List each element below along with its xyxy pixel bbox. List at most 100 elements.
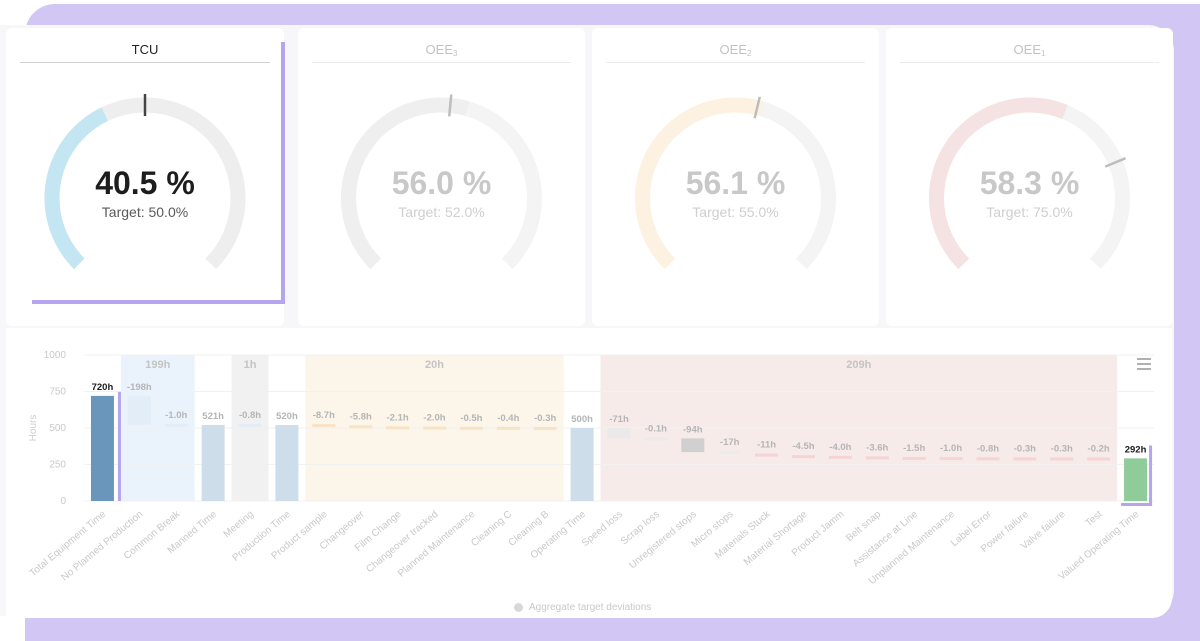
gauge-title-oee3: OEE3 — [425, 42, 458, 58]
gauge-value-arc — [929, 97, 1068, 270]
gauge-tcu — [44, 94, 246, 270]
bar-value-label: -1.0h — [940, 443, 962, 454]
waterfall-bar[interactable] — [1050, 457, 1074, 461]
gauge-value-oee2: 56.1 % — [685, 165, 786, 201]
y-tick-label: 750 — [49, 387, 66, 398]
bar-value-label: 292h — [1125, 444, 1147, 455]
waterfall-bar[interactable] — [1124, 458, 1148, 501]
bar-value-label: -5.8h — [350, 411, 372, 422]
gauge-target-marker — [753, 96, 761, 119]
waterfall-bar[interactable] — [201, 424, 225, 501]
waterfall-bar[interactable] — [939, 457, 963, 461]
group-label: 209h — [846, 359, 871, 371]
gauge-value-arc — [341, 97, 470, 270]
bar-value-label: 521h — [202, 411, 224, 422]
y-tick-label: 500 — [49, 423, 66, 434]
waterfall-bar[interactable] — [496, 426, 520, 430]
waterfall-bar[interactable] — [90, 395, 114, 501]
selected-bar-bracket — [1121, 503, 1153, 506]
waterfall-bar[interactable] — [238, 423, 262, 427]
waterfall-bar[interactable] — [902, 456, 926, 460]
gauge-value-arc — [44, 107, 109, 270]
selected-bar-bracket — [117, 391, 121, 501]
bar-value-label: -2.1h — [387, 412, 409, 423]
bar-value-label: 520h — [276, 411, 298, 422]
bar-value-label: -17h — [720, 437, 740, 448]
card-divider — [900, 62, 1159, 63]
y-tick-label: 1000 — [44, 350, 67, 361]
waterfall-bar[interactable] — [423, 426, 447, 430]
gauge-card-oee2[interactable]: OEE2 56.1 % Target: 55.0% — [592, 28, 879, 326]
gauge-card-oee1[interactable]: OEE1 58.3 % Target: 75.0% — [886, 28, 1173, 326]
waterfall-bar[interactable] — [1087, 457, 1111, 461]
chart-legend[interactable]: Aggregate target deviations — [514, 602, 651, 613]
gauge-title-oee1: OEE1 — [1013, 42, 1046, 58]
waterfall-bar[interactable] — [976, 457, 1000, 461]
waterfall-bar[interactable] — [607, 428, 631, 439]
bar-value-label: -198h — [127, 382, 152, 393]
gauge-oee2 — [635, 96, 836, 270]
group-label: 1h — [244, 359, 257, 371]
card-divider — [606, 62, 865, 63]
waterfall-bar[interactable] — [386, 426, 410, 430]
bar-value-label: -94h — [683, 424, 703, 435]
bar-value-label: -0.4h — [497, 413, 519, 424]
bar-value-label: -1.0h — [165, 410, 187, 421]
waterfall-bar[interactable] — [275, 425, 299, 501]
waterfall-bar[interactable] — [1013, 457, 1037, 461]
waterfall-chart-panel: 199h 1h 20h 209h 0 250 500 750 1000 Hours 720h Tota… — [6, 328, 1172, 618]
gauge-target-oee3: Target: 52.0% — [398, 204, 485, 220]
bar-value-label: -0.8h — [977, 443, 999, 454]
bar-value-label: -71h — [609, 414, 629, 425]
gauge-title-tcu: TCU — [131, 42, 159, 57]
bar-value-label: 720h — [92, 382, 114, 393]
bar-value-label: -8.7h — [313, 410, 335, 421]
waterfall-bar[interactable] — [681, 438, 705, 453]
waterfall-chart: 199h 1h 20h 209h02505007501000Hours720hTota… — [28, 350, 1154, 587]
gauge-target-marker — [447, 94, 453, 117]
group-label: 20h — [425, 359, 444, 371]
waterfall-bar[interactable] — [828, 455, 852, 459]
x-category-label: Test — [1083, 509, 1104, 529]
bar-value-label: -4.5h — [792, 441, 814, 452]
gauge-target-oee2: Target: 55.0% — [692, 204, 779, 220]
y-axis-label: Hours — [28, 415, 39, 442]
x-category-label: Cleaning C — [469, 509, 514, 549]
selected-bar-bracket — [1149, 445, 1153, 506]
waterfall-bar[interactable] — [164, 423, 188, 427]
legend-dot — [514, 603, 523, 612]
bar-value-label: -0.8h — [239, 410, 261, 421]
gauge-card-oee3[interactable]: OEE3 56.0 % Target: 52.0% — [298, 28, 585, 326]
waterfall-bar[interactable] — [459, 426, 483, 430]
gauge-card-tcu[interactable]: TCU 40.5 % Target: 50.0% — [6, 28, 284, 326]
bar-value-label: -1.5h — [903, 443, 925, 454]
gauge-value-oee1: 58.3 % — [979, 165, 1080, 201]
selection-border-right — [281, 42, 285, 304]
bar-value-label: -4.0h — [829, 442, 851, 453]
selection-border-bottom — [32, 300, 285, 304]
waterfall-bar[interactable] — [533, 426, 557, 430]
x-category-label: Meeting — [222, 509, 256, 540]
gauge-title-oee2: OEE2 — [719, 42, 752, 58]
bar-value-label: 500h — [571, 414, 593, 425]
waterfall-bar[interactable] — [127, 395, 151, 425]
waterfall-bar[interactable] — [718, 451, 742, 455]
bar-value-label: -2.0h — [423, 413, 445, 424]
waterfall-bar[interactable] — [644, 437, 668, 441]
waterfall-bar[interactable] — [312, 424, 336, 428]
gauge-oee3 — [341, 94, 542, 270]
chart-menu-icon[interactable] — [1137, 358, 1151, 373]
gauge-target-tcu: Target: 50.0% — [101, 204, 189, 220]
waterfall-bar[interactable] — [865, 456, 889, 460]
bar-value-label: -0.1h — [645, 423, 667, 434]
waterfall-bar[interactable] — [791, 455, 815, 459]
y-tick-label: 250 — [49, 460, 66, 471]
waterfall-bar[interactable] — [755, 453, 779, 457]
waterfall-bar[interactable] — [570, 428, 594, 501]
legend-label: Aggregate target deviations — [529, 602, 652, 613]
x-category-label: Speed loss — [580, 509, 625, 549]
waterfall-bar[interactable] — [349, 425, 373, 429]
bar-value-label: -0.5h — [460, 413, 482, 424]
bar-value-label: -0.2h — [1088, 443, 1110, 454]
gauge-value-oee3: 56.0 % — [391, 165, 492, 201]
